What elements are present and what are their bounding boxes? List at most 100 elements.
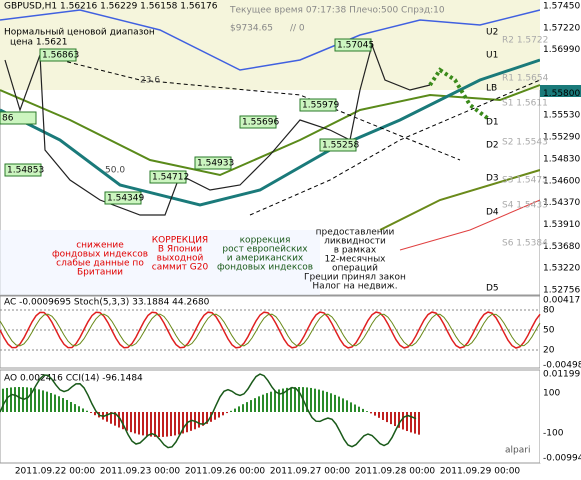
ao-bar	[50, 393, 52, 412]
ao-bar	[122, 412, 124, 430]
ao-bar	[162, 412, 164, 437]
note: выходной	[157, 254, 204, 264]
ao-bar	[262, 394, 264, 412]
ao-bar	[158, 412, 160, 437]
ac-panel	[0, 295, 541, 369]
ao-panel	[0, 369, 541, 464]
ao-bar	[350, 402, 352, 412]
ao-bar	[34, 388, 36, 412]
ao-bar	[38, 389, 40, 412]
ao-bar	[114, 412, 116, 426]
ao-bar	[126, 412, 128, 431]
price-box	[299, 98, 337, 112]
ao-bar	[266, 393, 268, 412]
fib-label: 50.0	[105, 166, 125, 176]
ao-bar	[74, 404, 76, 412]
ac-axis-label: 20	[543, 346, 555, 356]
note: снижение	[76, 241, 124, 251]
ao-bar	[238, 406, 240, 412]
note: КОРРЕКЦИЯ	[152, 236, 208, 246]
price-box	[239, 115, 277, 129]
ao-bar	[174, 412, 176, 436]
ao-bar	[242, 404, 244, 412]
ao-bar	[398, 412, 400, 428]
ao-bar	[78, 406, 80, 412]
logo: alpari	[505, 446, 530, 456]
ao-bar	[46, 391, 48, 412]
price-box-label: 1.55258	[322, 141, 359, 151]
ao-axis-label: 100	[543, 389, 560, 399]
time-label: 2011.09.26 00:00	[185, 467, 266, 477]
note-zone	[0, 230, 320, 295]
price-label: 1.54830	[543, 154, 580, 164]
price-label: 1.56176	[543, 67, 580, 77]
ao-bar	[370, 412, 372, 414]
ao-bar	[10, 387, 12, 412]
fib-label: 23.6	[140, 76, 160, 86]
note: слабые данные по	[56, 259, 144, 269]
ao-bar	[86, 410, 88, 412]
ao-bar	[362, 408, 364, 412]
range-sub: цена 1.5621	[10, 38, 67, 48]
pivot-label: S3 1.5475	[502, 176, 548, 186]
price-box	[4, 163, 42, 177]
level-label: D4	[486, 208, 499, 218]
ac-label: AC -0.0009695 Stoch(5,3,3) 33.1884 44.26…	[4, 298, 210, 308]
price-box-label: 1.54933	[197, 159, 234, 169]
pivot-label: S6 1.5384	[502, 239, 548, 249]
time-label: 2011.09.29 00:00	[440, 467, 521, 477]
ao-bar	[354, 404, 356, 412]
ao-bar	[94, 412, 96, 416]
ao-bar	[334, 394, 336, 412]
price-label: 1.52756	[543, 286, 580, 296]
price-label: 1.57220	[543, 23, 580, 33]
pivot-label: R2 1.5722	[502, 36, 548, 46]
ao-bar	[326, 391, 328, 412]
ao-bar	[410, 412, 412, 433]
level-label: D2	[486, 141, 499, 151]
price-label: 1.55290	[543, 133, 580, 143]
ao-bar	[178, 412, 180, 435]
ao-bar	[66, 399, 68, 412]
ao-bar	[374, 412, 376, 416]
ac-axis-label: -0.00498	[543, 361, 581, 371]
price-box	[319, 138, 357, 152]
trend-line	[249, 79, 541, 216]
ao-bar	[106, 412, 108, 422]
info: Текущее время 07:17:38 Плечо:500 Спрэд:1…	[229, 6, 445, 16]
ao-bar	[118, 412, 120, 428]
price-box	[104, 191, 142, 205]
price-label: 1.53910	[543, 220, 580, 230]
note: предоставлении	[316, 228, 395, 238]
ao-bar	[14, 387, 16, 412]
level-label: LB	[486, 84, 497, 94]
time-label: 2011.09.23 00:00	[100, 467, 181, 477]
ao-bar	[202, 412, 204, 426]
ao-label: AO 0.002416 CCI(14) -96.1484	[4, 374, 143, 384]
price-box	[334, 38, 372, 52]
ao-bar	[222, 412, 224, 416]
ao-bar	[258, 396, 260, 412]
symbol: GBPUSD,H1 1.56216 1.56229 1.56158 1.5617…	[4, 2, 218, 12]
pivot-label: S4 1.5433	[502, 201, 548, 211]
ao-bar	[6, 387, 8, 412]
ao-bar	[290, 387, 292, 412]
ao-bar	[206, 412, 208, 424]
ao-bar	[134, 412, 136, 434]
note: ликвидности	[324, 237, 386, 247]
ao-bar	[270, 391, 272, 412]
price-label: 1.53220	[543, 264, 580, 274]
price-box-label: 1.56863	[42, 51, 79, 61]
level-label: D5	[486, 284, 499, 294]
ao-bar	[58, 396, 60, 412]
ao-bar	[26, 387, 28, 412]
ao-bar	[254, 398, 256, 412]
price-box	[149, 170, 187, 184]
range-label: Нормальный ценовой диапазон	[4, 28, 155, 38]
ao-bar	[414, 412, 416, 434]
ao-bar	[90, 412, 92, 413]
ao-bar	[358, 406, 360, 412]
ao-bar	[386, 412, 388, 423]
ao-bar	[110, 412, 112, 424]
ao-bar	[346, 400, 348, 412]
